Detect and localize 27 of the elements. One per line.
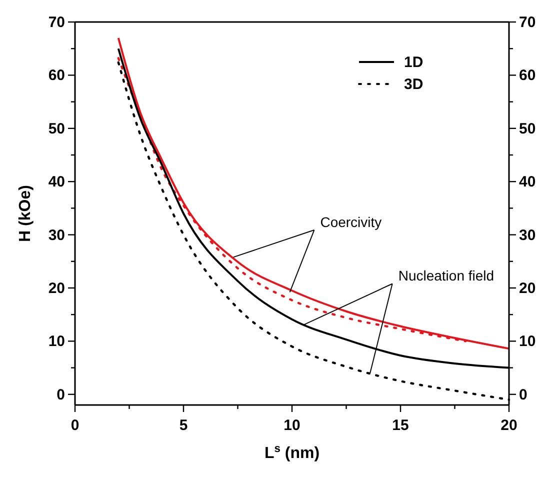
x-axis-title: L$^{s}$ (nm) — [264, 443, 320, 462]
y-tick-label: 30 — [48, 226, 65, 244]
legend-label: 1D — [404, 54, 424, 71]
y-tick-label: 50 — [48, 120, 65, 138]
x-tick-label: 20 — [500, 417, 518, 434]
y-tick-label: 10 — [48, 333, 65, 350]
y-axis-title: H (kOe) — [17, 185, 34, 242]
y2-tick-label: 60 — [519, 67, 536, 84]
x-tick-label: 10 — [284, 417, 300, 434]
x-tick-label: 15 — [392, 417, 409, 434]
y-tick-label: 70 — [48, 14, 65, 31]
y2-tick-label: 40 — [519, 174, 536, 191]
y-tick-label: 40 — [48, 174, 65, 191]
annotation: Nucleation field — [398, 268, 494, 284]
y-tick-label: 20 — [48, 280, 65, 297]
x-tick-label: 0 — [70, 417, 80, 434]
x-tick-label: 5 — [179, 417, 188, 434]
legend-label: 3D — [404, 76, 424, 93]
y-tick-label: 60 — [48, 67, 65, 84]
y2-tick-label: 30 — [519, 226, 536, 244]
y2-tick-label: 10 — [519, 333, 536, 350]
annotation: Coercivity — [320, 214, 382, 230]
y2-tick-label: 20 — [519, 280, 536, 297]
y2-tick-label: 70 — [519, 14, 536, 31]
y2-tick-label: 50 — [519, 120, 536, 138]
y2-tick-label: 0 — [519, 386, 528, 404]
y-tick-label: 0 — [56, 386, 65, 404]
